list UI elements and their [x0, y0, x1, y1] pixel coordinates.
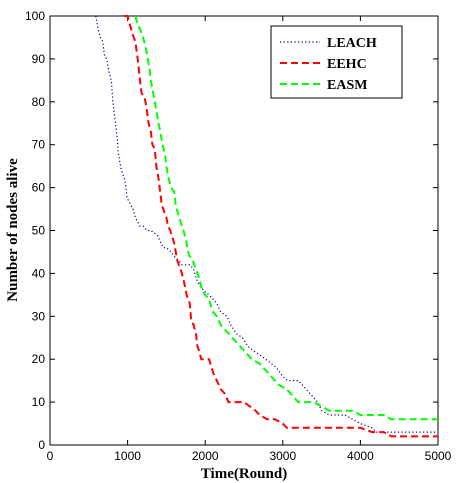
legend-label-easm: EASM [327, 78, 367, 93]
series-line-easm [134, 15, 438, 421]
x-tick-label: 0 [47, 449, 54, 463]
y-tick-label: 70 [32, 138, 46, 152]
y-tick-label: 60 [32, 181, 46, 195]
y-tick-label: 40 [32, 266, 46, 280]
y-tick-label: 80 [32, 95, 46, 109]
x-axis-title: Time(Round) [201, 466, 287, 482]
legend-entries: LEACH EEHC EASM [280, 36, 377, 93]
y-tick-label: 50 [32, 224, 46, 238]
y-tick-label: 90 [32, 52, 46, 66]
legend: LEACH EEHC EASM [270, 25, 403, 99]
legend-label-eehc: EEHC [327, 57, 367, 72]
ticks-group: 0 1000 2000 3000 4000 5000 0 10 20 30 40 50 60 70 80 90… [25, 9, 452, 463]
y-tick-label: 0 [38, 438, 45, 452]
legend-label-leach: LEACH [327, 36, 377, 51]
y-tick-label: 20 [32, 352, 46, 366]
x-tick-label: 3000 [269, 449, 296, 463]
y-tick-label: 100 [25, 9, 45, 23]
x-tick-label: 4000 [347, 449, 374, 463]
x-tick-label: 5000 [425, 449, 452, 463]
y-axis-title: Number of nodes alive [5, 158, 21, 302]
x-tick-label: 1000 [114, 449, 141, 463]
series-line-leach [95, 15, 438, 433]
y-tick-label: 10 [32, 395, 46, 409]
x-tick-label: 2000 [192, 449, 219, 463]
series-line-eehc [124, 15, 438, 438]
series-group [95, 15, 438, 438]
y-tick-label: 30 [32, 309, 46, 323]
